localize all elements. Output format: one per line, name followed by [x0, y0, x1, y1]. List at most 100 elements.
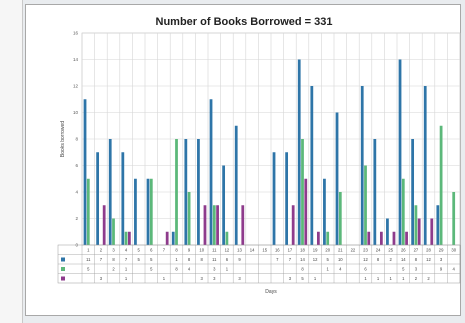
bar-series2-day8: [175, 139, 178, 245]
bar-series3-day23: [367, 231, 371, 245]
data-label-series3: 1: [402, 276, 405, 281]
x-tick-label: 23: [363, 248, 368, 253]
y-axis-label: Books borrowed: [60, 121, 66, 157]
y-tick-label: 4: [75, 190, 78, 195]
x-tick-label: 9: [188, 248, 191, 253]
data-label-series2: 2: [112, 267, 115, 272]
x-tick-label: 17: [288, 248, 293, 253]
x-tick-label: 25: [388, 248, 393, 253]
bar-series1-day29: [436, 205, 440, 245]
bar-series2-day26: [401, 178, 405, 245]
chart-title: Number of Books Borrowed = 331: [155, 16, 333, 28]
bar-series3-day17: [291, 205, 295, 245]
bar-series1-day19: [310, 86, 314, 245]
data-label-series2: 6: [364, 267, 367, 272]
x-tick-label: 10: [199, 248, 204, 253]
bar-series1-day24: [373, 139, 377, 245]
data-label-series1: 7: [289, 257, 292, 262]
data-label-series2: 1: [327, 267, 330, 272]
data-label-series1: 3: [440, 257, 443, 262]
x-tick-label: 6: [150, 248, 153, 253]
data-label-series1: 12: [363, 257, 368, 262]
data-label-series1: 5: [138, 257, 141, 262]
x-tick-label: 19: [313, 248, 318, 253]
data-label-series1: 8: [112, 257, 115, 262]
bar-series1-day13: [234, 125, 238, 245]
data-label-series2: 3: [415, 267, 418, 272]
bar-series2-day9: [187, 192, 191, 245]
bar-series3-day10: [203, 205, 207, 245]
data-label-series2: 4: [453, 267, 456, 272]
bar-series2-day20: [326, 231, 330, 245]
bar-series3-day26: [405, 231, 408, 245]
y-tick-label: 8: [75, 137, 78, 142]
bar-series1-day20: [323, 178, 326, 245]
data-label-series2: 5: [87, 267, 90, 272]
data-label-series3: 1: [163, 276, 166, 281]
bar-series1-day23: [360, 86, 364, 245]
bar-series1-day16: [272, 152, 276, 245]
data-label-series1: 8: [377, 257, 380, 262]
bar-series3-day11: [216, 205, 219, 245]
data-label-series1: 10: [338, 257, 343, 262]
bar-series1-day2: [96, 152, 100, 245]
x-tick-label: 4: [125, 248, 128, 253]
bar-series3-day25: [392, 231, 396, 245]
y-tick-label: 6: [75, 163, 78, 168]
x-tick-label: 29: [439, 248, 444, 253]
data-label-series3: 3: [100, 276, 103, 281]
x-tick-label: 21: [338, 248, 343, 253]
data-label-series3: 5: [301, 276, 304, 281]
data-label-series2: 5: [402, 267, 405, 272]
x-tick-label: 28: [426, 248, 431, 253]
bar-series3-day7: [165, 231, 169, 245]
x-tick-label: 20: [325, 248, 330, 253]
bar-series2-day3: [112, 218, 115, 245]
data-label-series1: 7: [125, 257, 128, 262]
x-tick-label: 8: [175, 248, 178, 253]
x-tick-label: 7: [163, 248, 166, 253]
bar-series2-day11: [212, 205, 216, 245]
data-label-series1: 8: [415, 257, 418, 262]
bar-series3-day18: [304, 178, 308, 245]
bar-series1-day9: [184, 139, 188, 245]
data-label-series1: 14: [300, 257, 305, 262]
y-tick-label: 12: [73, 84, 79, 89]
data-label-series1: 8: [201, 257, 204, 262]
bar-series1-day17: [285, 152, 289, 245]
x-tick-label: 12: [225, 248, 230, 253]
data-label-series2: 4: [339, 267, 342, 272]
x-tick-label: 15: [262, 248, 267, 253]
data-label-series1: 9: [238, 257, 241, 262]
x-tick-label: 11: [212, 248, 217, 253]
bar-series2-day4: [124, 231, 128, 245]
bar-series2-day12: [225, 231, 229, 245]
x-tick-label: 27: [414, 248, 419, 253]
data-label-series2: 9: [440, 267, 443, 272]
bar-series2-day1: [86, 178, 90, 245]
data-label-series1: 11: [86, 257, 91, 262]
bar-series3-day24: [379, 231, 383, 245]
data-label-series3: 1: [364, 276, 367, 281]
data-label-series1: 6: [226, 257, 229, 262]
bar-series1-day25: [386, 218, 389, 245]
data-label-series3: 2: [415, 276, 418, 281]
y-tick-label: 2: [75, 216, 78, 221]
legend-key-series1: [61, 257, 65, 262]
y-tick-label: 10: [73, 110, 79, 115]
data-label-series2: 1: [226, 267, 229, 272]
x-tick-label: 14: [250, 248, 255, 253]
x-tick-label: 3: [112, 248, 115, 253]
data-label-series3: 2: [427, 276, 430, 281]
y-tick-label: 16: [73, 31, 79, 36]
adjacent-panel-edge: [0, 0, 23, 323]
bar-series3-day27: [417, 218, 421, 245]
bar-series1-day11: [209, 99, 213, 245]
legend-key-series2: [61, 267, 65, 271]
data-label-series1: 5: [327, 257, 330, 262]
bar-series3-day13: [241, 205, 245, 245]
data-label-series3: 1: [125, 276, 128, 281]
x-tick-label: 18: [300, 248, 305, 253]
data-label-series3: 1: [390, 276, 393, 281]
